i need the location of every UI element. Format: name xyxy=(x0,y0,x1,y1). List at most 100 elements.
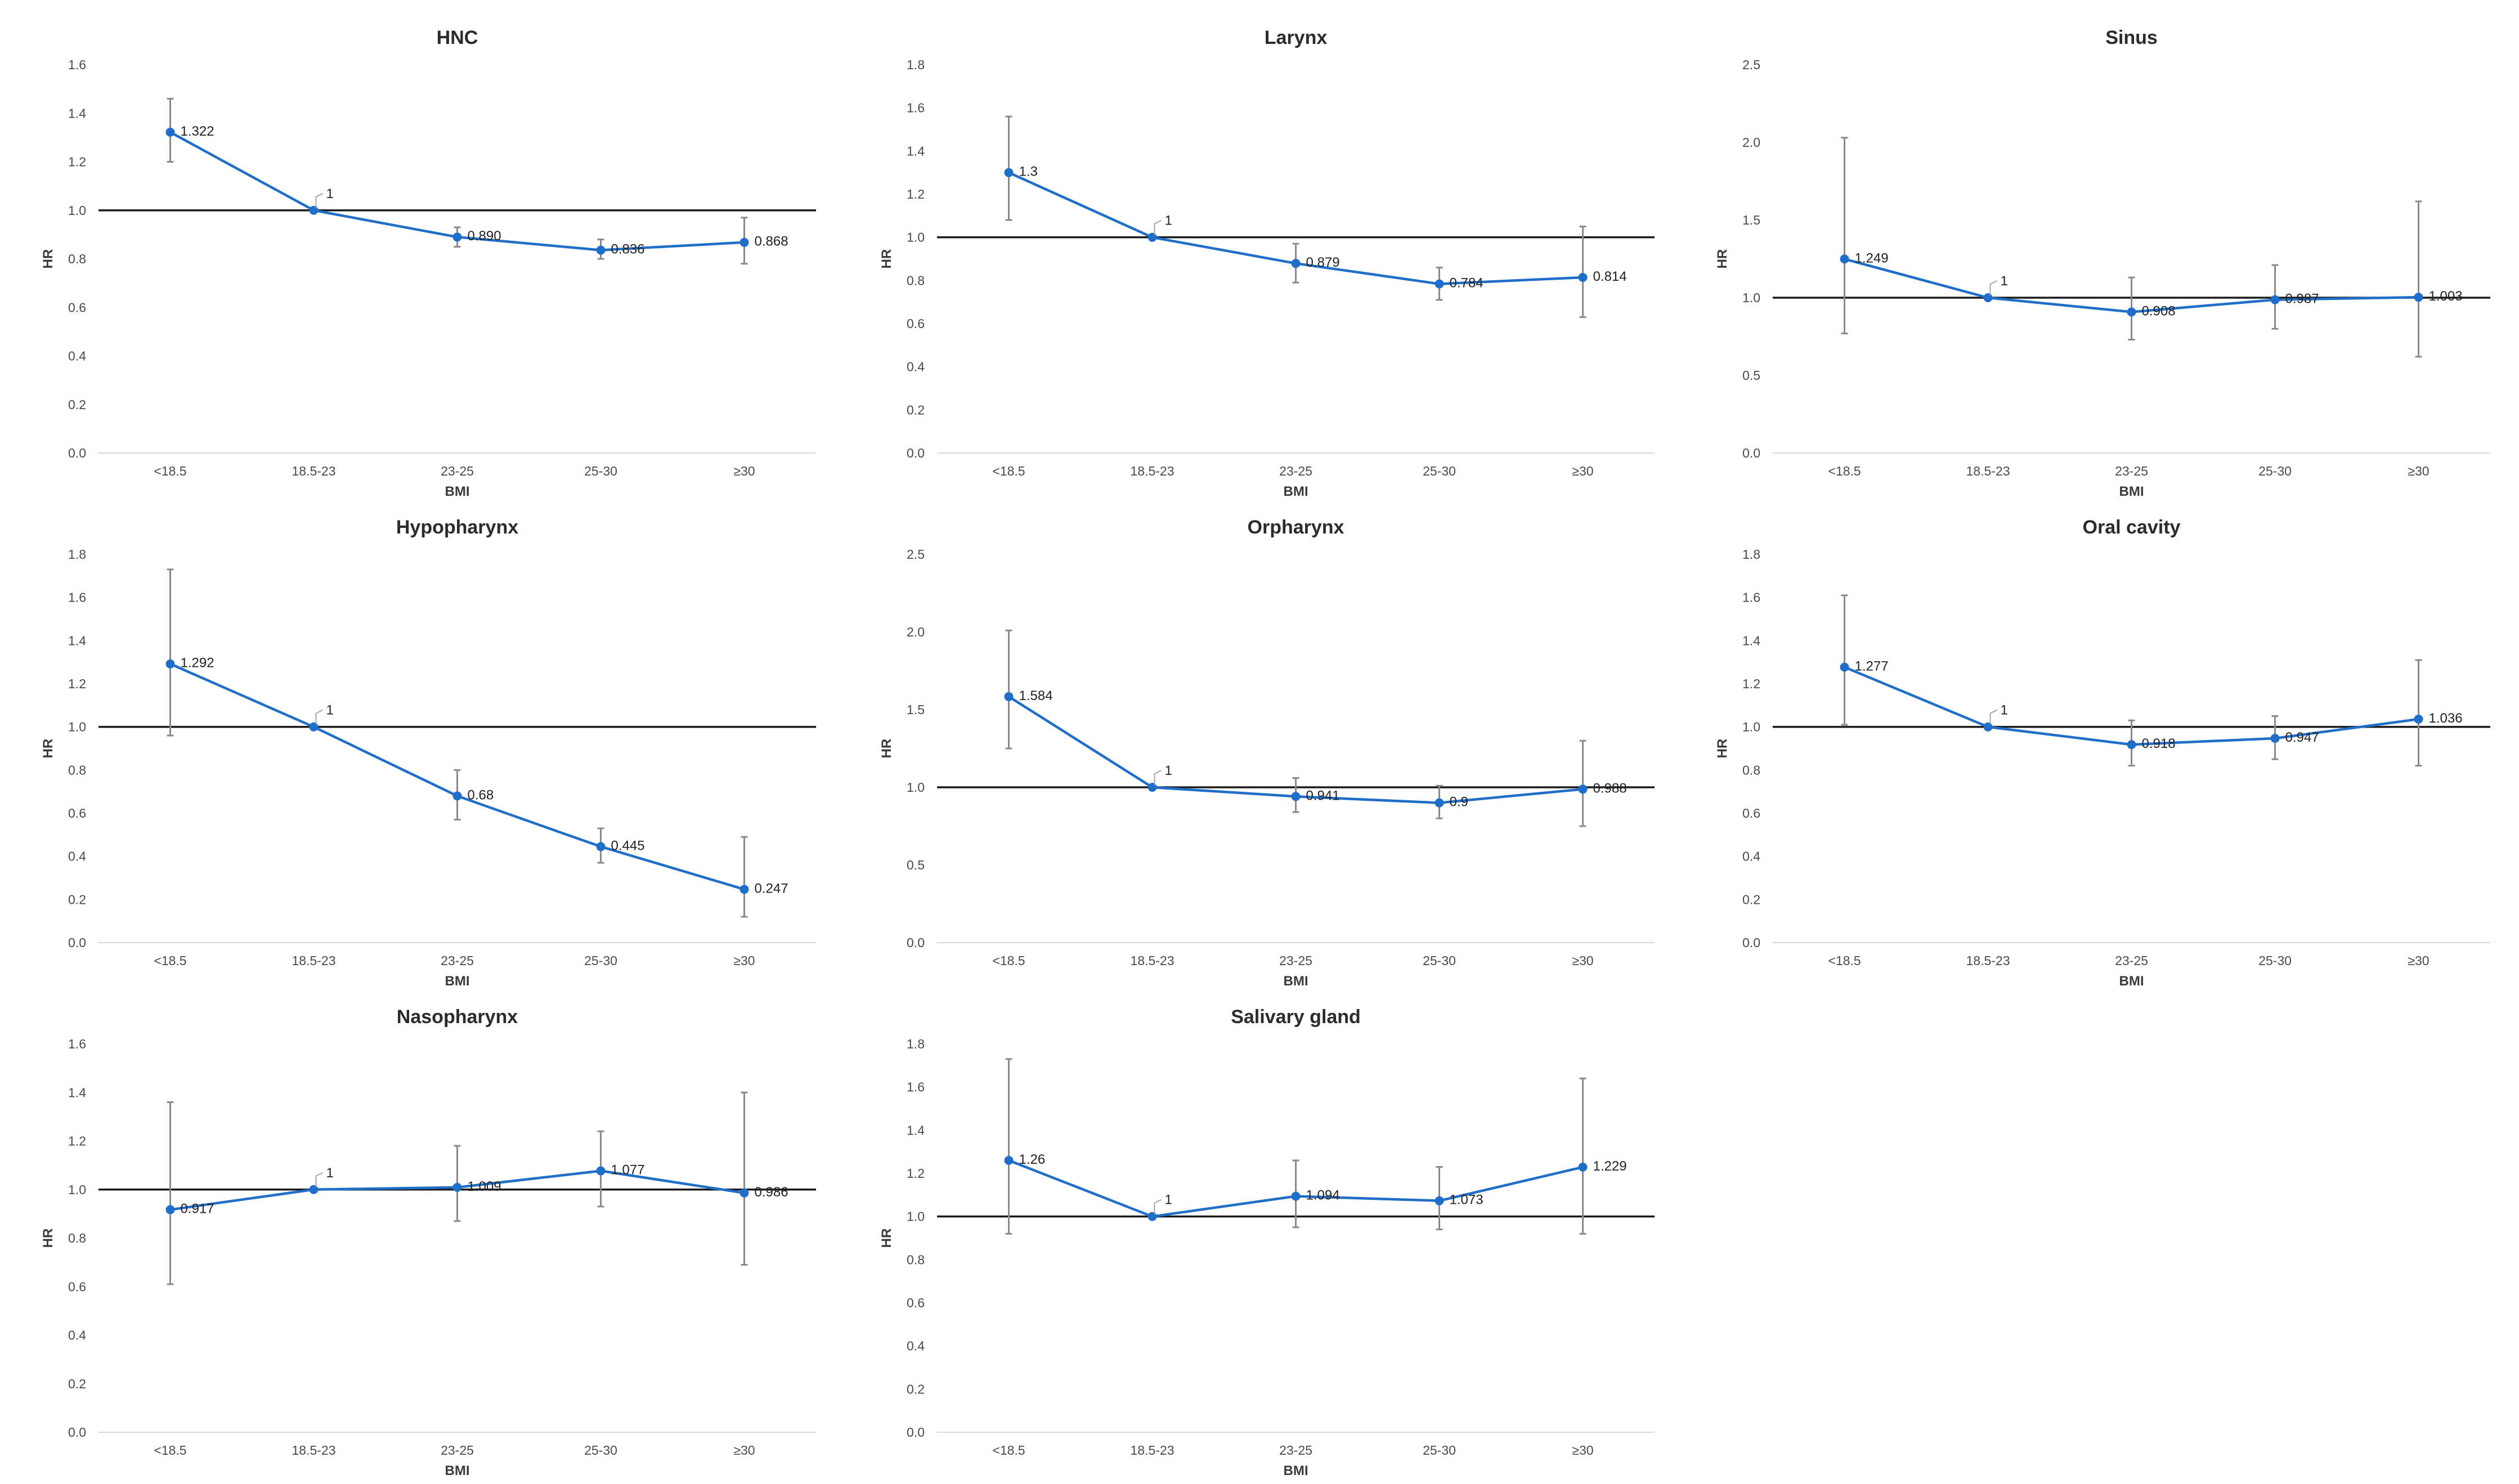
panel-hypopharynx: Hypopharynx 0.0 0.2 0.4 0.6 0.8 1.0 1.2 1.4 1.6 1.… xyxy=(41,517,816,989)
y-tick-label: 1.0 xyxy=(68,720,86,734)
data-point xyxy=(596,1166,606,1176)
y-tick-label: 0.8 xyxy=(907,273,925,288)
panel-title: HNC xyxy=(437,27,478,48)
x-tick-label: 25-30 xyxy=(2258,464,2292,478)
y-tick-label: 1.4 xyxy=(68,106,86,120)
label-leader xyxy=(1989,280,1997,295)
data-label: 1.249 xyxy=(1855,250,1889,266)
y-axis-title: HR xyxy=(879,249,894,269)
data-point xyxy=(452,791,462,801)
x-axis-title: BMI xyxy=(2119,974,2144,989)
data-point xyxy=(1578,1162,1588,1172)
x-tick-label: ≥30 xyxy=(2408,464,2429,478)
y-tick-label: 0.6 xyxy=(907,316,925,331)
data-label: 1.094 xyxy=(1306,1188,1340,1203)
data-point xyxy=(1983,293,1993,302)
data-label: 1 xyxy=(326,186,334,201)
data-point xyxy=(1840,254,1849,264)
label-leader xyxy=(315,709,323,725)
data-label: 1.009 xyxy=(468,1179,501,1194)
data-point xyxy=(1004,692,1014,701)
y-tick-label: 1.4 xyxy=(907,144,925,158)
y-tick-label: 1.0 xyxy=(907,230,925,245)
data-point xyxy=(739,237,749,247)
x-tick-label: 25-30 xyxy=(584,464,617,478)
data-point xyxy=(309,205,319,215)
y-tick-label: 0.4 xyxy=(68,849,86,864)
x-tick-label: <18.5 xyxy=(154,1443,186,1458)
data-point xyxy=(1435,279,1444,289)
panel-larynx: Larynx 0.0 0.2 0.4 0.6 0.8 1.0 1.2 1.4 1.6 1.8 <18.… xyxy=(879,27,1655,499)
x-tick-label: ≥30 xyxy=(733,953,755,968)
y-tick-label: 1.5 xyxy=(907,702,925,717)
x-tick-label: 23-25 xyxy=(1279,953,1312,968)
y-axis-title: HR xyxy=(879,1229,894,1248)
data-point xyxy=(1983,722,1993,732)
data-label: 0.784 xyxy=(1450,275,1483,290)
y-tick-label: 0.4 xyxy=(907,360,925,374)
data-point xyxy=(739,885,749,894)
panel-salivary-gland: Salivary gland 0.0 0.2 0.4 0.6 0.8 1.0 1.2 1.4 1.… xyxy=(879,1006,1655,1478)
y-tick-label: 0.6 xyxy=(68,300,86,315)
data-point xyxy=(1004,1156,1014,1165)
y-tick-label: 0.0 xyxy=(907,935,925,950)
x-tick-label: ≥30 xyxy=(2408,953,2429,968)
data-point xyxy=(165,127,175,137)
data-point xyxy=(1148,232,1157,242)
data-point xyxy=(2414,714,2423,724)
y-tick-label: 1.8 xyxy=(907,57,925,72)
data-label: 1.584 xyxy=(1019,688,1053,703)
x-tick-label: 18.5-23 xyxy=(292,953,335,968)
y-tick-label: 1.5 xyxy=(1742,213,1760,227)
x-tick-label: 25-30 xyxy=(584,1443,617,1458)
error-bar xyxy=(1841,137,1848,334)
error-bar xyxy=(1005,629,1012,750)
y-tick-label: 0.2 xyxy=(68,1377,86,1391)
data-point xyxy=(2127,307,2136,317)
y-tick-label: 1.6 xyxy=(907,1080,925,1095)
data-point xyxy=(1840,662,1849,672)
y-axis-title: HR xyxy=(41,739,56,759)
y-tick-label: 0.2 xyxy=(68,892,86,907)
data-label: 1.077 xyxy=(611,1163,645,1178)
y-tick-label: 1.0 xyxy=(1742,290,1760,305)
data-point xyxy=(1435,798,1444,808)
x-tick-label: 18.5-23 xyxy=(1130,1443,1174,1458)
data-label: 1 xyxy=(1165,763,1172,778)
error-bar xyxy=(1841,594,1848,726)
x-tick-label: 25-30 xyxy=(1423,464,1456,478)
data-label: 0.68 xyxy=(468,787,494,802)
y-tick-label: 0.8 xyxy=(68,1231,86,1245)
data-label: 0.947 xyxy=(2285,730,2319,745)
x-tick-label: 18.5-23 xyxy=(1130,464,1174,478)
y-tick-label: 1.8 xyxy=(907,1037,925,1051)
data-point xyxy=(1004,168,1014,177)
x-tick-label: 18.5-23 xyxy=(292,464,335,478)
data-label: 0.247 xyxy=(755,881,788,896)
data-label: 1.3 xyxy=(1019,164,1038,180)
y-axis-title: HR xyxy=(41,249,56,269)
data-point xyxy=(452,232,462,242)
y-tick-label: 0.6 xyxy=(68,806,86,821)
data-label: 0.814 xyxy=(1593,269,1627,284)
x-tick-label: 23-25 xyxy=(1279,464,1312,478)
y-tick-label: 0.8 xyxy=(1742,763,1760,777)
y-tick-label: 0.8 xyxy=(68,763,86,777)
y-tick-label: 0.8 xyxy=(68,252,86,266)
label-leader xyxy=(1989,709,1997,725)
x-tick-label: 25-30 xyxy=(2258,953,2292,968)
panel-oral-cavity: Oral cavity 0.0 0.2 0.4 0.6 0.8 1.0 1.2 1.4 1.6 1.… xyxy=(1715,517,2490,989)
x-tick-label: ≥30 xyxy=(733,464,755,478)
x-axis-title: BMI xyxy=(445,1463,470,1478)
y-tick-label: 2.5 xyxy=(907,547,925,562)
x-tick-label: 18.5-23 xyxy=(1130,953,1174,968)
x-tick-label: ≥30 xyxy=(1572,1443,1593,1458)
x-tick-label: 25-30 xyxy=(1423,953,1456,968)
panel-title: Nasopharynx xyxy=(397,1006,518,1028)
x-tick-label: 25-30 xyxy=(1423,1443,1456,1458)
data-label: 0.917 xyxy=(181,1201,214,1217)
y-tick-label: 0.2 xyxy=(1742,892,1760,907)
panel-title: Sinus xyxy=(2105,27,2158,48)
y-tick-label: 0.2 xyxy=(907,1382,925,1396)
data-point xyxy=(1148,1212,1157,1221)
